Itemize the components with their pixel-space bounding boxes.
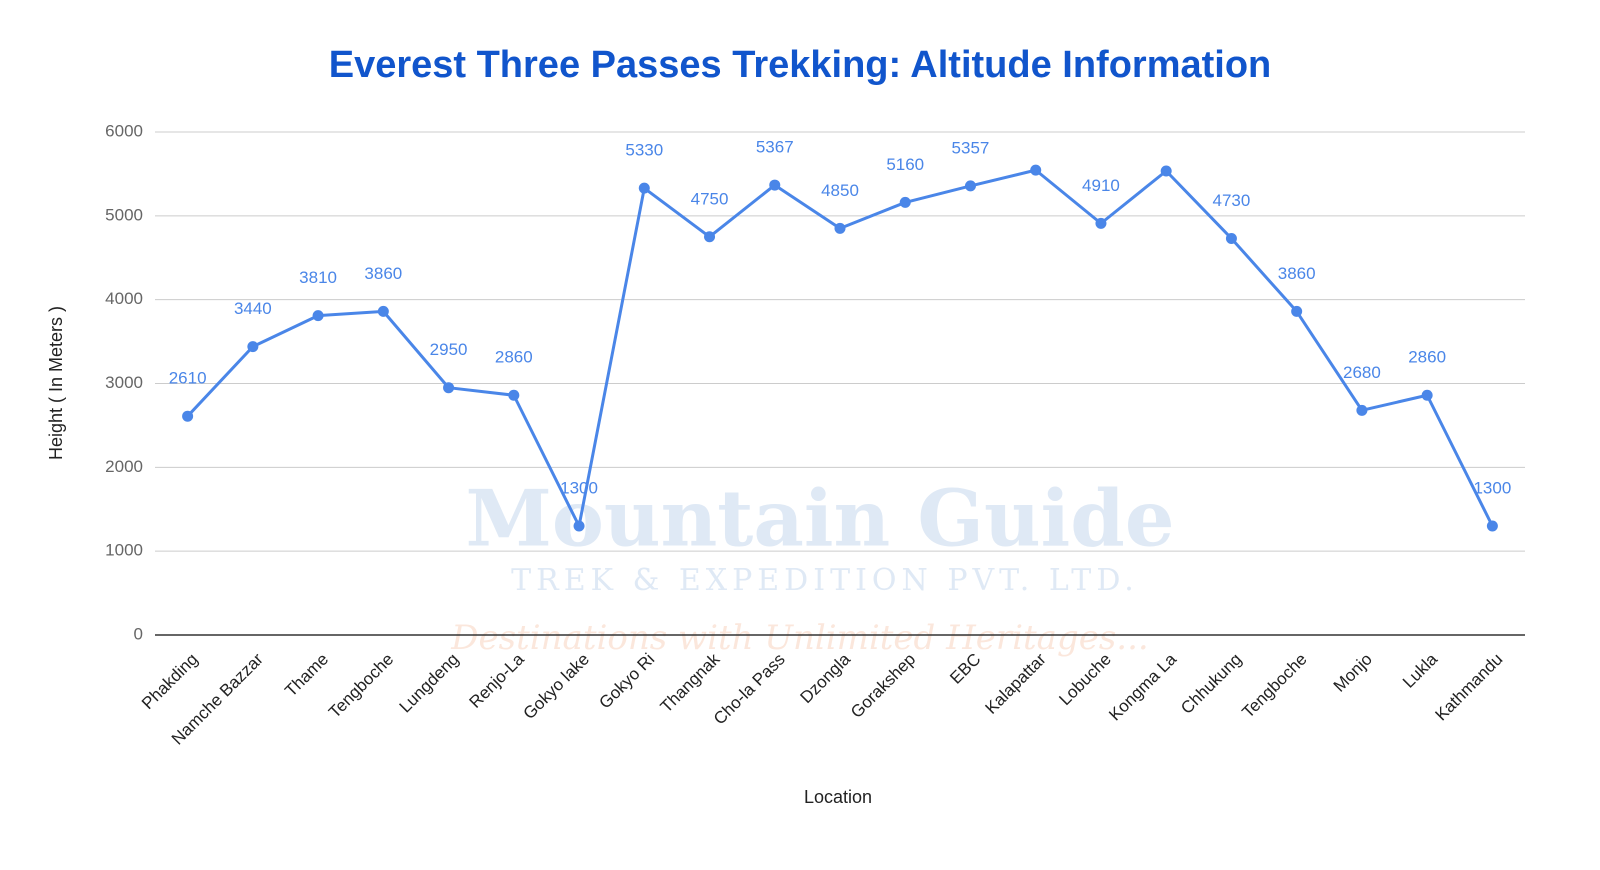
point	[508, 389, 520, 401]
point	[899, 196, 911, 208]
point	[1225, 232, 1237, 244]
y-tick-label: 3000	[105, 373, 143, 392]
point	[182, 410, 194, 422]
watermark: Destinations with Unlimited Heritages...	[450, 618, 1148, 658]
data-label: 4910	[1082, 176, 1120, 195]
data-label: 3860	[364, 264, 402, 283]
x-tick-label: Gokyo lake	[519, 650, 593, 724]
y-tick-label: 1000	[105, 541, 143, 560]
x-tick-label: Kongma La	[1105, 649, 1180, 724]
x-tick-label: Lobuche	[1055, 650, 1115, 710]
y-tick-label: 2000	[105, 457, 143, 476]
x-tick-label: Monjo	[1330, 650, 1376, 696]
data-label: 2860	[495, 348, 533, 367]
data-label: 2950	[430, 340, 468, 359]
watermark: TREK & EXPEDITION PVT. LTD.	[511, 563, 1139, 598]
data-label: 2680	[1343, 363, 1381, 382]
point	[704, 231, 716, 243]
x-tick-label: Lungdeng	[396, 650, 463, 717]
x-tick-label: Tengboche	[325, 650, 397, 722]
point	[1291, 305, 1303, 317]
data-label: 4750	[691, 189, 729, 208]
y-tick-label: 6000	[105, 121, 143, 140]
x-tick-label: Gorakshep	[847, 650, 919, 722]
point	[573, 520, 585, 532]
point	[964, 180, 976, 192]
point	[443, 382, 455, 394]
data-label: 2860	[1408, 348, 1446, 367]
y-axis-title: Height ( In Meters )	[46, 306, 66, 460]
point	[1356, 404, 1368, 416]
x-axis-title: Location	[804, 787, 872, 807]
data-label: 4730	[1213, 191, 1251, 210]
point	[834, 222, 846, 234]
point	[769, 179, 781, 191]
x-tick-label: Kalapattar	[981, 649, 1049, 717]
point	[1095, 217, 1107, 229]
data-label: 3810	[299, 268, 337, 287]
point	[1160, 165, 1172, 177]
x-tick-label: Thangnak	[657, 649, 724, 716]
data-label: 5160	[886, 155, 924, 174]
y-tick-label: 5000	[105, 205, 143, 224]
data-label: 5330	[625, 141, 663, 160]
point	[247, 341, 259, 353]
x-tick-label: Renjo-La	[466, 649, 529, 712]
data-label: 3440	[234, 299, 272, 318]
data-label: 5357	[952, 138, 990, 157]
x-tick-label: Lukla	[1399, 649, 1442, 692]
data-label: 1300	[1473, 479, 1511, 498]
x-tick-label: Phakding	[138, 650, 202, 714]
x-tick-label: Kathmandu	[1431, 650, 1506, 725]
x-tick-label: Thame	[281, 650, 332, 701]
x-tick-label: Gokyo Ri	[595, 650, 658, 713]
data-label: 3860	[1278, 264, 1316, 283]
point	[1486, 520, 1498, 532]
watermark: Mountain Guide	[466, 474, 1175, 565]
data-label: 5367	[756, 138, 794, 157]
chart-title: Everest Three Passes Trekking: Altitude …	[329, 44, 1272, 86]
point	[377, 305, 389, 317]
data-label: 4850	[821, 181, 859, 200]
x-tick-label: Chhukung	[1177, 650, 1245, 718]
point	[312, 310, 324, 322]
point	[638, 182, 650, 194]
y-tick-label: 0	[134, 624, 143, 643]
point	[1421, 389, 1433, 401]
x-tick-label: Tengboche	[1238, 650, 1310, 722]
data-label: 2610	[169, 369, 207, 388]
y-tick-label: 4000	[105, 289, 143, 308]
data-label: 1300	[560, 479, 598, 498]
point	[1030, 164, 1042, 176]
